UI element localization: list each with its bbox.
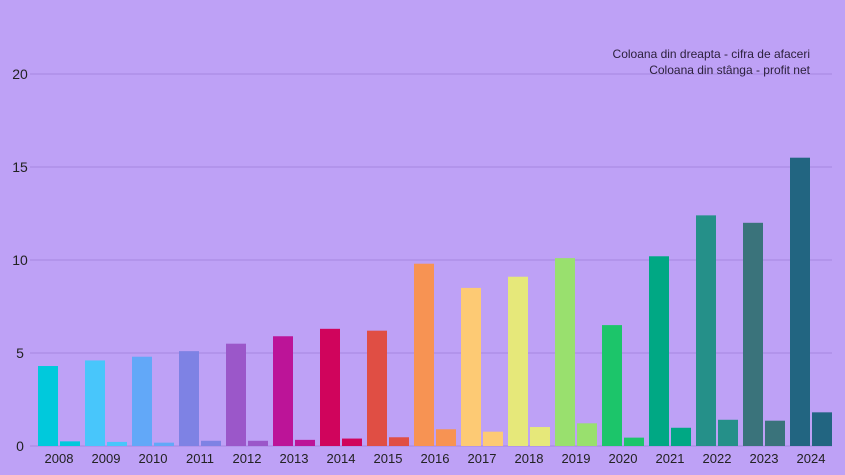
x-tick-label: 2016	[421, 451, 450, 466]
x-tick-label: 2008	[45, 451, 74, 466]
bar-left-2023	[743, 222, 763, 446]
y-tick-label: 10	[12, 252, 28, 268]
bar-right-2019	[577, 423, 597, 446]
x-tick-label: 2023	[750, 451, 779, 466]
bar-right-2013	[295, 439, 315, 446]
x-tick-label: 2011	[186, 451, 214, 466]
x-tick-label: 2012	[233, 451, 262, 466]
bar-left-2021	[649, 256, 669, 446]
bar-right-2018	[530, 427, 550, 446]
legend: Coloana din dreapta - cifra de afaceri C…	[613, 46, 810, 78]
bar-left-2008	[38, 366, 58, 446]
bar-right-2009	[107, 441, 127, 446]
bar-right-2008	[60, 441, 80, 446]
bar-left-2022	[696, 215, 716, 446]
y-tick-label: 15	[12, 159, 28, 175]
bar-right-2016	[436, 429, 456, 446]
bar-left-2009	[85, 360, 105, 446]
x-tick-label: 2021	[656, 451, 685, 466]
x-tick-label: 2020	[609, 451, 638, 466]
bar-left-2018	[508, 276, 528, 446]
bar-left-2010	[132, 356, 152, 446]
bar-left-2012	[226, 343, 246, 446]
x-tick-label: 2010	[139, 451, 168, 466]
bar-right-2023	[765, 420, 785, 446]
x-tick-label: 2013	[280, 451, 309, 466]
x-tick-label: 2014	[327, 451, 356, 466]
bar-left-2017	[461, 287, 481, 446]
bar-left-2024	[790, 157, 810, 446]
bar-right-2020	[624, 437, 644, 446]
bar-right-2014	[342, 438, 362, 446]
legend-entry-left-column: Coloana din stânga - profit net	[649, 63, 810, 77]
bar-left-2015	[367, 330, 387, 446]
x-tick-label: 2024	[797, 451, 826, 466]
y-tick-label: 5	[16, 345, 24, 361]
bar-right-2012	[248, 440, 268, 446]
x-tick-label: 2019	[562, 451, 591, 466]
y-tick-label: 20	[12, 66, 28, 82]
bar-right-2011	[201, 440, 221, 446]
x-tick-label: 2017	[468, 451, 497, 466]
y-tick-label: 0	[16, 438, 24, 454]
bar-left-2014	[320, 328, 340, 446]
bar-left-2016	[414, 263, 434, 446]
bar-right-2022	[718, 419, 738, 446]
x-tick-label: 2018	[515, 451, 544, 466]
legend-entry-right-column: Coloana din dreapta - cifra de afaceri	[612, 47, 810, 61]
x-tick-label: 2009	[92, 451, 121, 466]
bar-right-2015	[389, 437, 409, 446]
x-tick-label: 2015	[374, 451, 403, 466]
bar-right-2021	[671, 427, 691, 446]
bar-left-2013	[273, 336, 293, 446]
bar-right-2017	[483, 431, 503, 446]
bar-left-2020	[602, 325, 622, 446]
bar-right-2024	[812, 412, 832, 446]
x-tick-label: 2022	[703, 451, 732, 466]
bar-left-2011	[179, 351, 199, 446]
bar-left-2019	[555, 258, 575, 446]
bar-right-2010	[154, 442, 174, 446]
